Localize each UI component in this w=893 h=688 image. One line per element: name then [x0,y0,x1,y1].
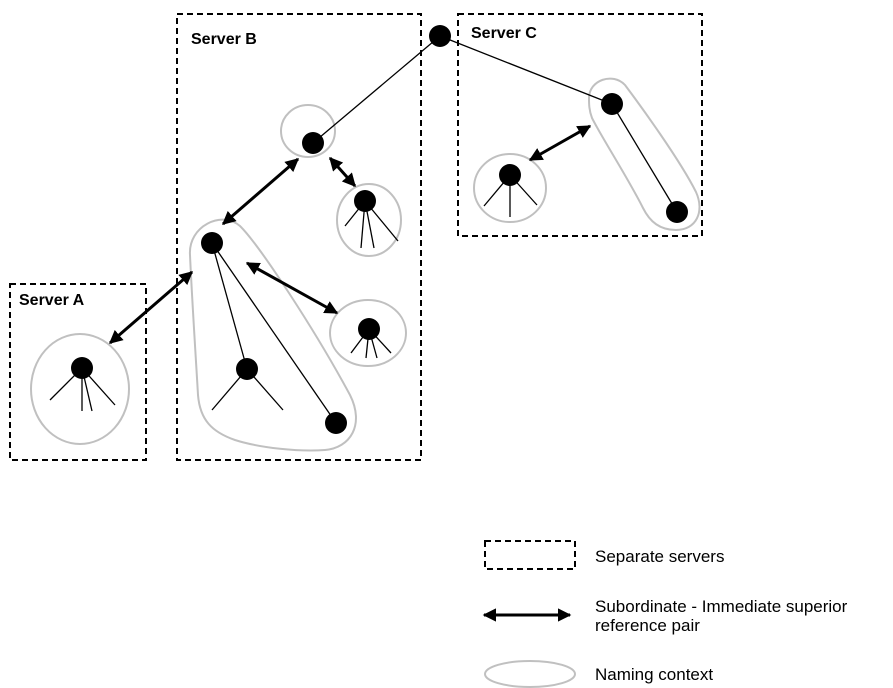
server-c-label: Server C [471,25,537,42]
node-b-right [354,190,376,212]
server-b-label: Server B [191,31,257,48]
naming-context-c-left [473,153,547,223]
legend-naming-context-label: Naming context [595,665,713,684]
node-b-top [302,132,324,154]
legend: Separate servers Subordinate - Immediate… [482,540,848,688]
root-node [429,25,451,47]
ref-arrow-a-b [108,270,194,345]
node-a [71,357,93,379]
ref-arrow-b-top-right [328,156,357,188]
naming-context-b-right [336,183,402,257]
ref-arrow-b-main-top [221,157,300,226]
reference-arrows [108,124,592,345]
ref-arrow-c [528,124,592,162]
legend-server-swatch [484,540,576,570]
server-c-box [457,13,703,237]
naming-context-c-right [587,77,701,232]
node-c-leaf [666,201,688,223]
server-a-label: Server A [19,292,85,309]
ref-arrow-b-main-lower [245,261,339,315]
naming-context-a [30,333,130,445]
node-c-left [499,164,521,186]
node-b-leaf [325,412,347,434]
node-c-right [601,93,623,115]
node-b-child [236,358,258,380]
naming-context-b-main [188,218,357,452]
naming-context-b-top [280,104,336,158]
naming-context-b-lower-right [329,299,407,367]
node-b-main [201,232,223,254]
server-b-box [176,13,422,461]
tree-edges [49,35,678,424]
server-a-box [9,283,147,461]
legend-reference-line2: reference pair [595,616,700,635]
legend-reference-line1: Subordinate - Immediate superior [595,597,848,616]
node-b-lower-right [358,318,380,340]
legend-naming-context-swatch [484,660,576,688]
legend-servers-label: Separate servers [595,547,724,566]
tree-nodes [71,25,688,434]
